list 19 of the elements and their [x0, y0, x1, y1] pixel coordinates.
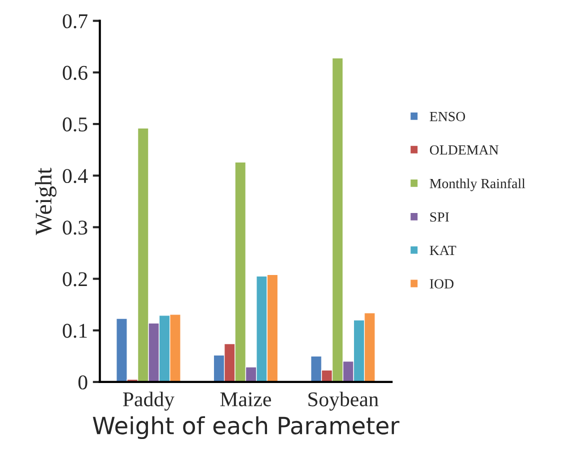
- y-tick-label: 0.5: [62, 117, 88, 132]
- y-tick-label: 0.6: [62, 66, 88, 80]
- x-tick-label: Paddy: [123, 392, 174, 411]
- legend-label: ENSO: [430, 112, 466, 122]
- x-axis-title: Weight of each Parameter: [92, 416, 400, 440]
- y-axis-title: Weight: [34, 168, 56, 236]
- y-tick-label: 0.7: [62, 14, 88, 28]
- y-tick-label: 0.4: [62, 168, 88, 184]
- legend-label: KAT: [430, 246, 456, 255]
- legend-label: IOD: [430, 279, 454, 289]
- x-tick-label: Maize: [220, 392, 272, 406]
- y-tick-label: 0.1: [62, 324, 87, 338]
- x-tick-label: Soybean: [308, 392, 379, 411]
- legend-label: Monthly Rainfall: [430, 178, 526, 192]
- y-tick-label: 0.2: [62, 272, 87, 286]
- y-tick-label: 0: [78, 375, 88, 390]
- legend-label: OLDEMAN: [430, 145, 498, 155]
- y-tick-label: 0.3: [62, 220, 88, 235]
- legend-label: SPI: [430, 212, 449, 222]
